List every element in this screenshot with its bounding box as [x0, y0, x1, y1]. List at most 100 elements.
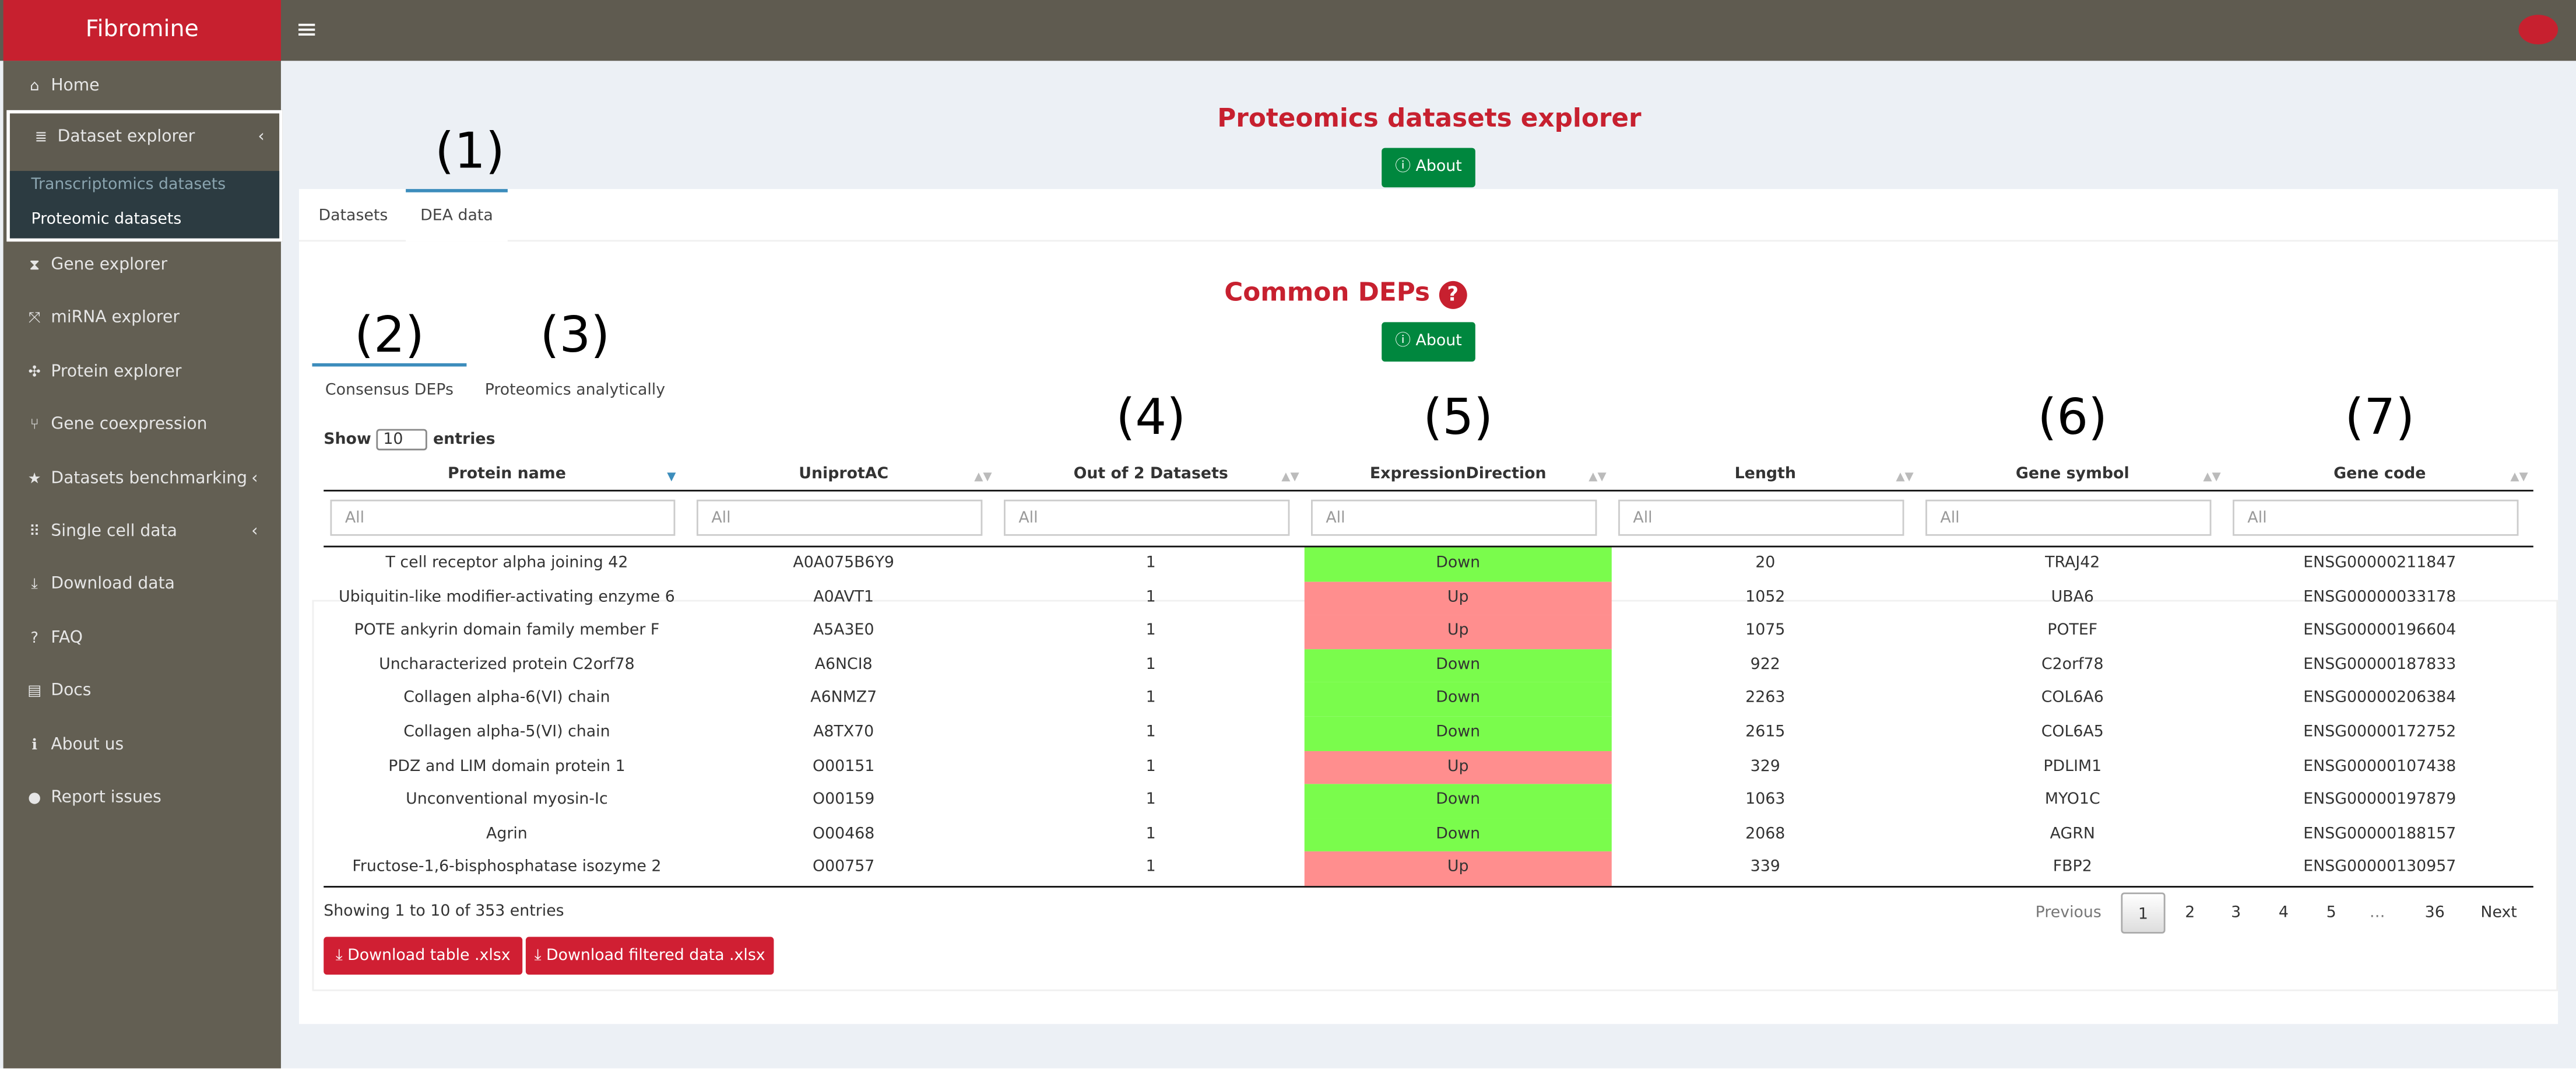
logo: [2518, 15, 2559, 45]
page-link[interactable]: 2: [2185, 904, 2195, 923]
nav-item[interactable]: ★ Datasets benchmarking ‹: [3, 456, 281, 502]
sort-icon[interactable]: ▲▼: [1896, 470, 1914, 483]
column-filter[interactable]: All: [696, 499, 983, 536]
nav-item[interactable]: ⑂ Gene coexpression: [3, 403, 281, 449]
column-filter[interactable]: All: [2233, 499, 2519, 536]
nav-item[interactable]: ? FAQ: [3, 616, 281, 662]
table-cell: 1063: [1745, 791, 1786, 809]
table-cell: Up: [1304, 615, 1612, 649]
annotation: (4): [1116, 389, 1186, 447]
page-link[interactable]: 1: [2121, 892, 2166, 934]
table-cell: 2068: [1745, 825, 1786, 843]
table-cell: 329: [1750, 757, 1780, 776]
nav-label: About us: [51, 735, 124, 754]
page-link[interactable]: Previous: [2035, 904, 2101, 923]
download-button[interactable]: ⤓ Download table .xlsx: [324, 937, 523, 975]
nav-icon: ℹ: [31, 737, 37, 754]
nav-item[interactable]: ⌂ Home: [3, 64, 281, 110]
nav-label: Single cell data: [51, 523, 177, 541]
tab-divider: [298, 240, 2559, 242]
sort-icon[interactable]: ▲▼: [974, 470, 992, 483]
sort-icon[interactable]: ▼: [667, 470, 676, 483]
nav-icon: ⑂: [30, 418, 39, 434]
subtab[interactable]: Proteomics analytically: [484, 381, 666, 399]
sort-icon[interactable]: ▲▼: [1589, 470, 1607, 483]
table-cell: Down: [1304, 818, 1612, 852]
page-link[interactable]: 5: [2326, 904, 2336, 923]
page-link[interactable]: 36: [2424, 904, 2445, 923]
column-header[interactable]: Gene code: [2333, 465, 2426, 483]
tab[interactable]: Datasets: [318, 207, 388, 226]
table-info: Showing 1 to 10 of 353 entries: [324, 902, 564, 921]
tab[interactable]: DEA data: [406, 189, 508, 242]
table-cell: Fructose-1,6-bisphosphatase isozyme 2: [352, 858, 662, 877]
column-header[interactable]: UniprotAC: [799, 465, 889, 483]
sort-icon[interactable]: ▲▼: [1281, 470, 1299, 483]
table-cell: A6NMZ7: [810, 689, 877, 707]
nav-label: Home: [51, 77, 100, 96]
brand[interactable]: Fibromine: [3, 0, 281, 61]
page-title: Proteomics datasets explorer: [1217, 103, 1642, 134]
table-cell: Up: [1304, 581, 1612, 615]
column-header[interactable]: Out of 2 Datasets: [1073, 465, 1228, 483]
column-filter[interactable]: All: [1925, 499, 2212, 536]
table-cell: 20: [1755, 553, 1776, 572]
nav-item[interactable]: ⤧ miRNA explorer: [3, 296, 281, 342]
column-filter[interactable]: All: [1311, 499, 1597, 536]
nav-item[interactable]: ℹ About us: [3, 723, 281, 769]
table-cell: 1: [1145, 757, 1156, 776]
nav-item[interactable]: ✣ Protein explorer: [3, 350, 281, 396]
table-cell: ENSG00000188157: [2303, 825, 2456, 843]
nav-chevron: ‹: [251, 469, 258, 488]
length-select[interactable]: 10: [377, 429, 428, 451]
nav-icon: ⤧: [29, 311, 41, 328]
column-header[interactable]: ExpressionDirection: [1369, 465, 1547, 483]
column-filter[interactable]: All: [1618, 499, 1904, 536]
help-icon[interactable]: ?: [1439, 281, 1467, 309]
nav-item[interactable]: ≣ Dataset explorer ‹: [10, 115, 287, 161]
show-label: Show: [324, 430, 371, 449]
table-cell: 1: [1145, 723, 1156, 742]
table-cell: 1: [1145, 553, 1156, 572]
annotation: (5): [1423, 389, 1493, 447]
header-rule: [324, 489, 2533, 492]
table-cell: ENSG00000196604: [2303, 621, 2456, 640]
table-cell: MYO1C: [2044, 791, 2100, 809]
nav-item[interactable]: ⤓ Download data: [3, 563, 281, 609]
submenu-item[interactable]: Transcriptomics datasets: [31, 176, 226, 194]
nav-item[interactable]: ▤ Docs: [3, 670, 281, 716]
nav-icon: ▤: [27, 684, 42, 701]
about-button[interactable]: ⓘ About: [1382, 322, 1475, 362]
annotation: (3): [540, 307, 610, 365]
page-link[interactable]: 3: [2231, 904, 2241, 923]
sort-icon[interactable]: ▲▼: [2203, 470, 2221, 483]
sort-icon[interactable]: ▲▼: [2510, 470, 2528, 483]
section-title-text: Common DEPs: [1224, 278, 1431, 308]
body-rule: [324, 545, 2533, 548]
download-button[interactable]: ⤓ Download filtered data .xlsx: [525, 937, 774, 975]
page-link[interactable]: 4: [2278, 904, 2289, 923]
menu-toggle[interactable]: ≡: [296, 13, 318, 45]
nav-item[interactable]: ● Report issues: [3, 776, 281, 822]
page-link[interactable]: Next: [2480, 904, 2517, 923]
nav-label: Gene coexpression: [51, 416, 208, 434]
column-header[interactable]: Gene symbol: [2015, 465, 2129, 483]
table-cell: POTEF: [2047, 621, 2098, 640]
nav-icon: ⌂: [30, 79, 40, 96]
submenu-item[interactable]: Proteomic datasets: [31, 210, 182, 229]
table-cell: Up: [1304, 750, 1612, 784]
column-header[interactable]: Protein name: [447, 465, 566, 483]
nav-item[interactable]: ⧗ Gene explorer: [3, 243, 281, 289]
nav-icon: ●: [28, 790, 41, 807]
nav-item[interactable]: ⠿ Single cell data ‹: [3, 510, 281, 556]
nav-icon: ?: [30, 630, 38, 647]
table-cell: 1: [1145, 655, 1156, 674]
table-cell: ENSG00000197879: [2303, 791, 2456, 809]
column-header[interactable]: Length: [1734, 465, 1796, 483]
column-filter[interactable]: All: [330, 499, 676, 536]
subtab[interactable]: Consensus DEPs: [312, 363, 467, 416]
column-filter[interactable]: All: [1003, 499, 1290, 536]
about-button[interactable]: ⓘ About: [1382, 148, 1475, 188]
nav-label: Gene explorer: [51, 256, 168, 275]
